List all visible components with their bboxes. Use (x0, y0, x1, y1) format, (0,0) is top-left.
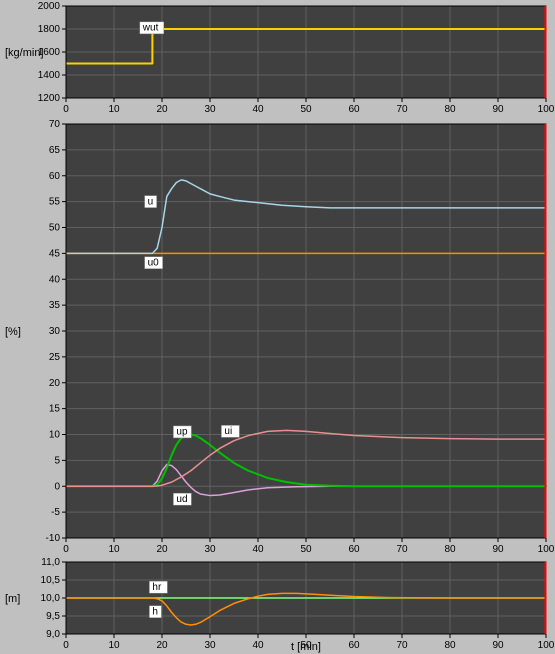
svg-text:10: 10 (108, 544, 120, 555)
svg-text:50: 50 (300, 104, 312, 115)
svg-text:45: 45 (49, 248, 61, 259)
svg-text:100: 100 (538, 640, 555, 651)
ylabel-top: [kg/min] (5, 47, 44, 59)
svg-text:15: 15 (49, 404, 61, 415)
series-label-u: u (148, 196, 154, 207)
svg-text:10: 10 (49, 430, 61, 441)
svg-text:10,0: 10,0 (41, 593, 61, 604)
svg-text:0: 0 (54, 481, 60, 492)
svg-text:70: 70 (396, 104, 408, 115)
svg-text:-10: -10 (46, 533, 61, 544)
svg-text:90: 90 (492, 104, 504, 115)
svg-text:20: 20 (156, 104, 168, 115)
svg-text:1800: 1800 (38, 24, 61, 35)
svg-text:30: 30 (204, 544, 216, 555)
svg-text:60: 60 (348, 104, 360, 115)
series-label-up: up (176, 427, 188, 438)
svg-text:50: 50 (49, 223, 61, 234)
svg-text:20: 20 (49, 378, 61, 389)
svg-text:80: 80 (444, 544, 456, 555)
svg-text:55: 55 (49, 197, 61, 208)
svg-text:11,0: 11,0 (41, 557, 60, 568)
svg-text:30: 30 (49, 326, 61, 337)
ylabel-bottom: [m] (5, 593, 20, 605)
svg-text:20: 20 (156, 544, 168, 555)
svg-text:100: 100 (538, 104, 555, 115)
svg-text:90: 90 (492, 640, 504, 651)
series-label-ui: ui (224, 426, 232, 437)
series-label-wut: wut (142, 22, 159, 33)
svg-text:9,0: 9,0 (46, 629, 60, 640)
svg-text:10: 10 (108, 640, 120, 651)
svg-text:40: 40 (49, 274, 61, 285)
svg-text:100: 100 (538, 544, 555, 555)
svg-text:70: 70 (396, 640, 408, 651)
svg-text:1200: 1200 (38, 93, 61, 104)
svg-text:50: 50 (300, 544, 312, 555)
svg-text:35: 35 (49, 300, 61, 311)
svg-text:60: 60 (49, 171, 61, 182)
svg-text:40: 40 (252, 104, 264, 115)
svg-text:65: 65 (49, 145, 61, 156)
svg-text:0: 0 (63, 104, 69, 115)
svg-text:-5: -5 (51, 507, 60, 518)
xlabel: t [min] (291, 641, 321, 653)
svg-text:90: 90 (492, 544, 504, 555)
chart-svg: 0102030405060708090100120014001600180020… (0, 0, 555, 654)
svg-text:10: 10 (108, 104, 120, 115)
series-label-hr: hr (152, 582, 162, 593)
svg-text:0: 0 (63, 640, 69, 651)
series-label-u0: u0 (148, 257, 160, 268)
svg-text:30: 30 (204, 104, 216, 115)
svg-text:60: 60 (348, 640, 360, 651)
svg-text:25: 25 (49, 352, 61, 363)
svg-text:9,5: 9,5 (46, 611, 60, 622)
svg-text:5: 5 (54, 455, 60, 466)
svg-text:1400: 1400 (38, 70, 61, 81)
series-label-ud: ud (176, 494, 187, 505)
ylabel-middle: [%] (5, 326, 21, 338)
svg-text:10,5: 10,5 (41, 575, 61, 586)
svg-text:2000: 2000 (38, 1, 61, 12)
svg-text:30: 30 (204, 640, 216, 651)
svg-text:80: 80 (444, 640, 456, 651)
chart-canvas: 0102030405060708090100120014001600180020… (0, 0, 555, 654)
svg-text:0: 0 (63, 544, 69, 555)
series-label-h: h (152, 606, 158, 617)
svg-text:40: 40 (252, 640, 264, 651)
svg-text:40: 40 (252, 544, 264, 555)
svg-text:70: 70 (49, 119, 61, 130)
svg-text:20: 20 (156, 640, 168, 651)
svg-text:70: 70 (396, 544, 408, 555)
svg-text:80: 80 (444, 104, 456, 115)
svg-text:60: 60 (348, 544, 360, 555)
